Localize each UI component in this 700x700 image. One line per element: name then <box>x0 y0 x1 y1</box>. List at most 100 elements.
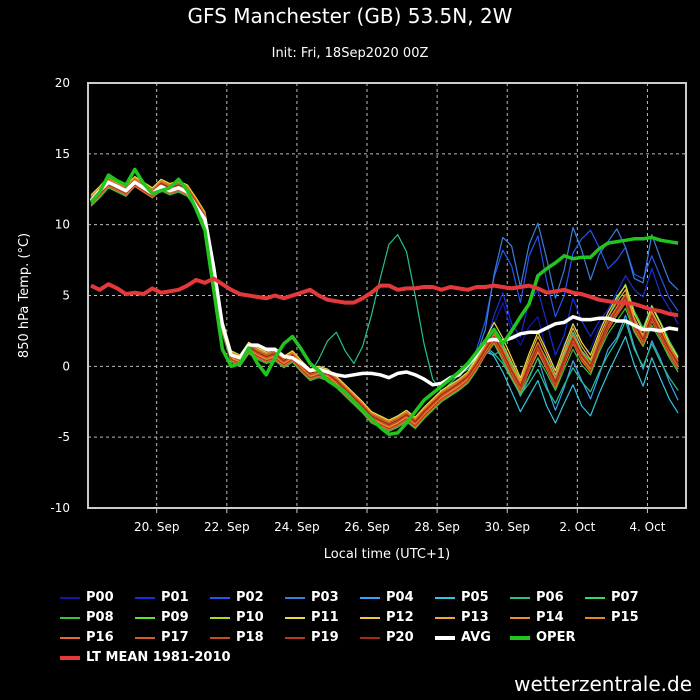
x-tick-label: 20. Sep <box>134 520 180 534</box>
legend-label: OPER <box>536 630 576 645</box>
legend-item: P16 <box>60 628 114 648</box>
legend-swatch <box>510 616 530 619</box>
y-tick-label: 20 <box>55 76 70 90</box>
legend-swatch <box>210 636 230 639</box>
legend-item: P07 <box>585 588 639 608</box>
legend-item: P04 <box>360 588 414 608</box>
legend-item: P02 <box>210 588 264 608</box>
legend-label: P10 <box>236 610 264 625</box>
x-tick-label: 22. Sep <box>204 520 250 534</box>
series-line-p04 <box>90 184 679 431</box>
series-line-oper <box>89 167 679 437</box>
series-line-p09 <box>90 178 679 425</box>
legend-label: P00 <box>86 590 114 605</box>
legend-item: P10 <box>210 608 264 628</box>
y-tick-label: 15 <box>55 147 70 161</box>
legend-label: P02 <box>236 590 264 605</box>
legend-label: P17 <box>161 630 189 645</box>
legend-swatch <box>435 616 455 619</box>
legend-item: OPER <box>510 628 575 648</box>
x-tick-label: 4. Oct <box>629 520 665 534</box>
legend-swatch <box>510 596 530 599</box>
series-line-p18 <box>90 181 679 427</box>
series-line-p13 <box>90 180 679 427</box>
legend-label: P03 <box>311 590 339 605</box>
legend-label: AVG <box>461 630 491 645</box>
series-line-p16 <box>90 185 679 431</box>
legend-swatch <box>585 616 605 619</box>
series-line-p11 <box>90 175 679 421</box>
legend-swatch <box>285 616 305 619</box>
legend-label: P13 <box>461 610 489 625</box>
legend-label: LT MEAN 1981-2010 <box>86 650 231 665</box>
legend-item: P15 <box>585 608 639 628</box>
series-layer <box>89 167 679 437</box>
y-tick-labels: -10 -5 0 5 10 15 20 <box>50 76 70 515</box>
legend-swatch <box>285 636 305 639</box>
series-line-p05 <box>90 180 679 427</box>
x-axis-label: Local time (UTC+1) <box>324 547 450 562</box>
legend-swatch <box>510 635 530 640</box>
legend-label: P09 <box>161 610 189 625</box>
series-line-p07 <box>90 178 679 424</box>
legend-swatch <box>60 636 80 639</box>
y-tick-label: 5 <box>62 289 70 303</box>
legend-label: P11 <box>311 610 339 625</box>
legend-label: P20 <box>386 630 414 645</box>
x-tick-label: 26. Sep <box>344 520 390 534</box>
y-axis-label: 850 hPa Temp. (°C) <box>17 233 32 358</box>
plot-frame <box>87 82 687 509</box>
legend-item: P18 <box>210 628 264 648</box>
series-line-p08 <box>90 185 679 433</box>
chart-subtitle: Init: Fri, 18Sep2020 00Z <box>271 46 429 61</box>
legend-item: P00 <box>60 588 114 608</box>
chart-title: GFS Manchester (GB) 53.5N, 2W <box>187 4 513 28</box>
legend-swatch <box>60 616 80 619</box>
series-line-p02 <box>90 180 679 425</box>
series-line-lt-mean-1981-2010 <box>90 276 679 318</box>
legend-swatch <box>135 636 155 639</box>
legend-label: P05 <box>461 590 489 605</box>
legend-swatch <box>60 596 80 599</box>
legend-item: P20 <box>360 628 414 648</box>
y-tick-label: 0 <box>62 359 70 373</box>
legend-swatch <box>585 596 605 599</box>
x-tick-labels: 20. Sep 22. Sep 24. Sep 26. Sep 28. Sep 30. S… <box>134 520 666 534</box>
legend-swatch <box>435 635 455 640</box>
legend-label: P18 <box>236 630 264 645</box>
legend-label: P14 <box>536 610 564 625</box>
legend-swatch <box>60 655 80 660</box>
legend-label: P19 <box>311 630 339 645</box>
legend-item: P01 <box>135 588 189 608</box>
series-line-p20 <box>90 180 679 425</box>
y-tick-label: 10 <box>55 218 70 232</box>
legend-item: P08 <box>60 608 114 628</box>
legend-item: P14 <box>510 608 564 628</box>
x-tick-label: 28. Sep <box>414 520 460 534</box>
series-line-p17 <box>90 178 679 424</box>
legend-item: AVG <box>435 628 491 648</box>
x-tick-label: 30. Sep <box>484 520 530 534</box>
legend-swatch <box>360 636 380 639</box>
legend-item: P05 <box>435 588 489 608</box>
legend-item: P19 <box>285 628 339 648</box>
legend-item: P06 <box>510 588 564 608</box>
y-tick-label: -10 <box>50 501 70 515</box>
legend-label: P12 <box>386 610 414 625</box>
legend-item: P11 <box>285 608 339 628</box>
legend-item: P12 <box>360 608 414 628</box>
legend-swatch <box>210 616 230 619</box>
x-tick-label: 24. Sep <box>274 520 320 534</box>
legend-item: LT MEAN 1981-2010 <box>60 648 231 668</box>
legend-item: P09 <box>135 608 189 628</box>
series-line-p15 <box>90 177 679 423</box>
legend-label: P08 <box>86 610 114 625</box>
legend-label: P16 <box>86 630 114 645</box>
x-tick-label: 2. Oct <box>559 520 595 534</box>
legend-label: P01 <box>161 590 189 605</box>
legend-label: P04 <box>386 590 414 605</box>
legend-swatch <box>435 596 455 599</box>
legend-swatch <box>285 596 305 599</box>
series-line-p00 <box>90 180 679 425</box>
